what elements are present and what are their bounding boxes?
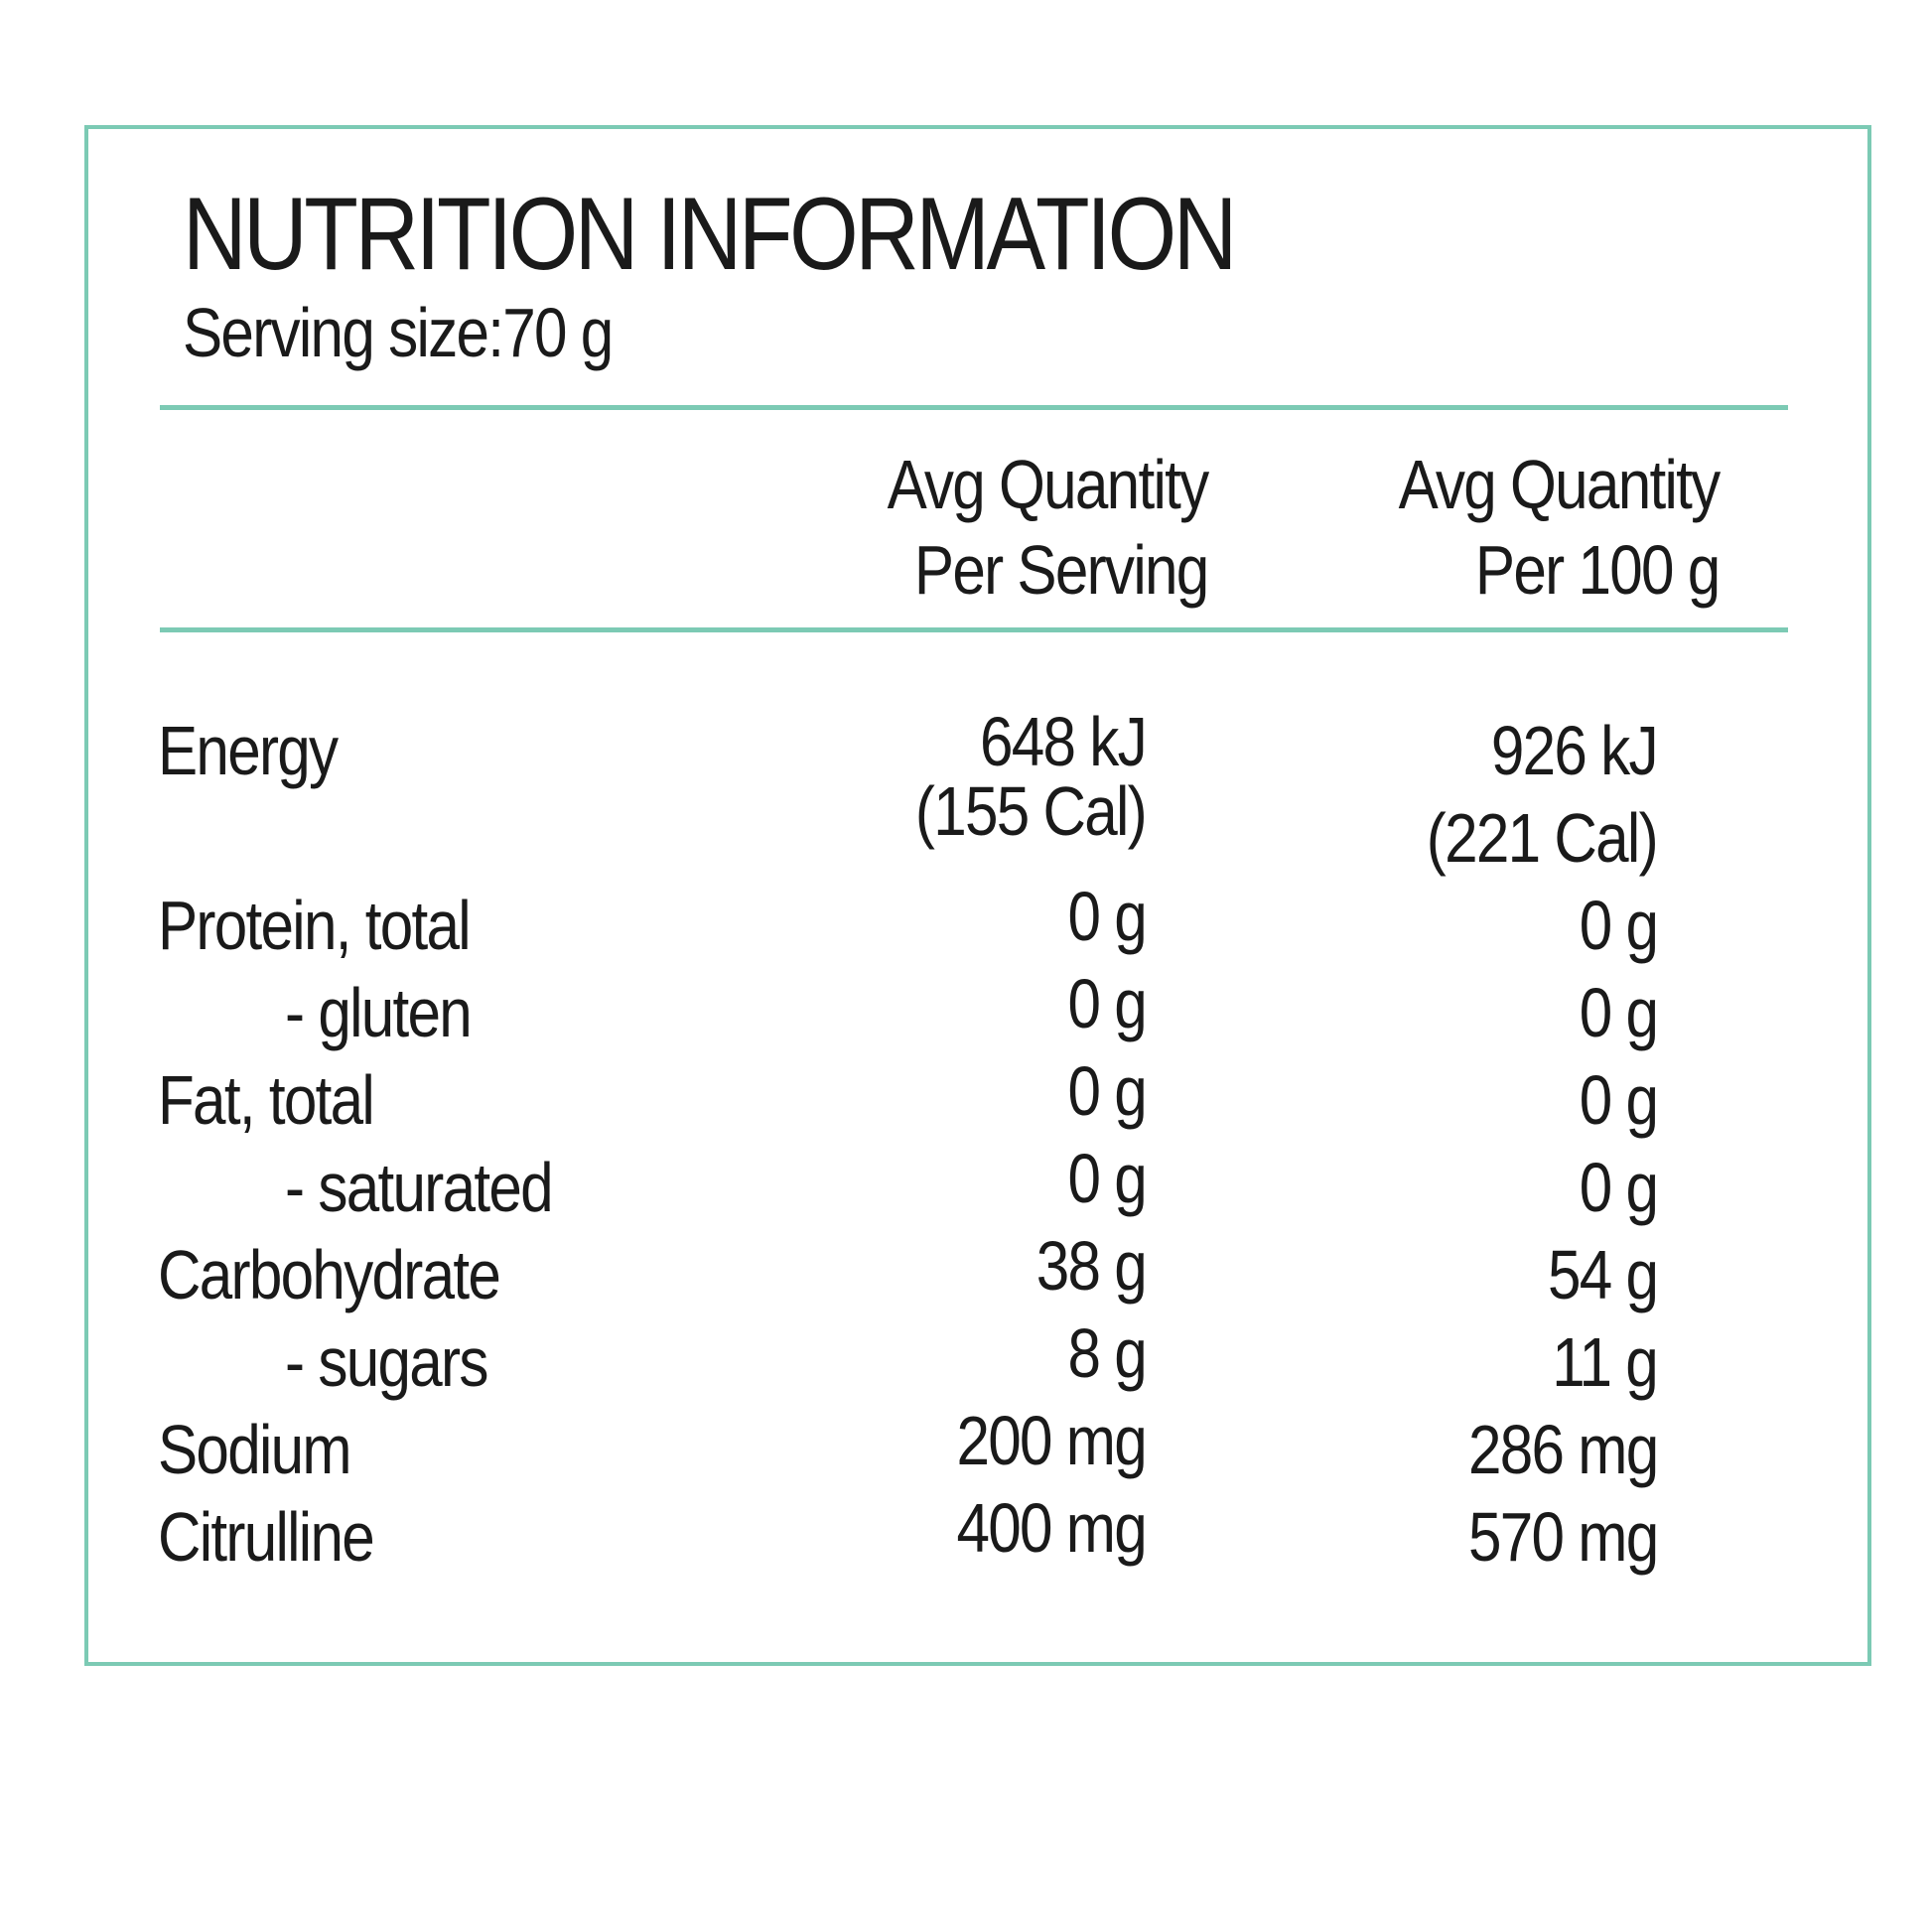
column-header-per-serving: Avg Quantity Per Serving: [887, 442, 1209, 613]
per-serving-value: 0 g: [1067, 1052, 1147, 1130]
column-header-line: Avg Quantity: [887, 446, 1209, 523]
nutrient-row-energy: Energy 648 kJ (155 Cal) 926 kJ (221 Cal): [158, 707, 1806, 882]
nutrient-row-fat: Fat, total 0 g 0 g: [158, 1056, 1806, 1144]
per-100g-value: 0 g: [1579, 974, 1658, 1051]
header-divider: [160, 405, 1788, 410]
column-divider: [160, 627, 1788, 632]
value-line: (221 Cal): [1426, 799, 1659, 877]
value-line: 648 kJ: [979, 703, 1148, 780]
column-header-per-100g: Avg Quantity Per 100 g: [1398, 442, 1721, 613]
per-100g-value: 926 kJ (221 Cal): [1426, 707, 1659, 882]
per-serving-value: 400 mg: [956, 1489, 1148, 1567]
per-100g-value: 11 g: [1552, 1323, 1659, 1401]
nutrient-label: Citrulline: [158, 1498, 375, 1576]
nutrient-row-sodium: Sodium 200 mg 286 mg: [158, 1406, 1806, 1493]
per-100g-value: 286 mg: [1467, 1411, 1659, 1488]
panel-title: NUTRITION INFORMATION: [183, 177, 1237, 292]
per-100g-value: 0 g: [1579, 887, 1658, 964]
column-header-line: Avg Quantity: [1398, 446, 1721, 523]
per-100g-value: 0 g: [1579, 1061, 1658, 1139]
nutrient-row-sugars: - sugars 8 g 11 g: [158, 1318, 1806, 1406]
value-line: (155 Cal): [914, 772, 1148, 850]
per-serving-value: 0 g: [1067, 965, 1147, 1042]
nutrient-row-gluten: - gluten 0 g 0 g: [158, 969, 1806, 1056]
nutrient-row-citrulline: Citrulline 400 mg 570 mg: [158, 1493, 1806, 1581]
per-serving-value: 0 g: [1067, 878, 1147, 955]
per-serving-value: 0 g: [1067, 1140, 1147, 1217]
nutrient-row-protein: Protein, total 0 g 0 g: [158, 882, 1806, 969]
serving-size: Serving size:70 g: [183, 294, 614, 371]
nutrient-label: Protein, total: [158, 887, 472, 964]
nutrient-row-carbohydrate: Carbohydrate 38 g 54 g: [158, 1231, 1806, 1318]
column-header-line: Per Serving: [913, 531, 1208, 609]
value-line: 926 kJ: [1490, 712, 1659, 789]
column-header-line: Per 100 g: [1474, 531, 1720, 609]
per-serving-value: 38 g: [1035, 1227, 1148, 1305]
nutrient-label: - gluten: [285, 974, 473, 1051]
nutrient-label: - saturated: [285, 1149, 554, 1226]
nutrient-label: Sodium: [158, 1411, 352, 1488]
nutrient-label: Fat, total: [158, 1061, 375, 1139]
per-100g-value: 570 mg: [1467, 1498, 1659, 1576]
nutrient-table: Energy 648 kJ (155 Cal) 926 kJ (221 Cal)…: [158, 707, 1806, 1581]
nutrient-label: - sugars: [285, 1323, 488, 1401]
nutrient-label: Energy: [158, 712, 339, 789]
per-serving-value: 8 g: [1067, 1314, 1147, 1392]
per-serving-value: 648 kJ (155 Cal): [377, 703, 1148, 850]
nutrient-row-saturated: - saturated 0 g 0 g: [158, 1144, 1806, 1231]
per-serving-value: 200 mg: [956, 1402, 1148, 1479]
nutrient-label: Carbohydrate: [158, 1236, 501, 1313]
per-100g-value: 0 g: [1579, 1149, 1658, 1226]
per-100g-value: 54 g: [1547, 1236, 1659, 1313]
nutrition-panel: NUTRITION INFORMATION Serving size:70 g …: [84, 125, 1871, 1666]
